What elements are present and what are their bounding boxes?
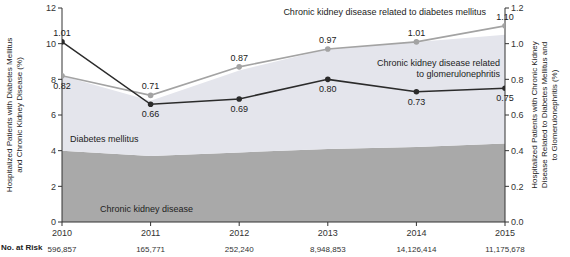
svg-text:1.10: 1.10	[496, 12, 514, 22]
svg-text:2013: 2013	[318, 228, 338, 238]
svg-text:0.69: 0.69	[230, 104, 248, 114]
svg-text:2014: 2014	[406, 228, 426, 238]
svg-text:12: 12	[46, 3, 56, 13]
svg-text:Chronic kidney disease related: Chronic kidney disease related	[377, 58, 500, 68]
svg-text:4: 4	[51, 146, 56, 156]
svg-text:to Glomerulonephritis (%): to Glomerulonephritis (%)	[550, 69, 559, 160]
svg-text:11,175,678: 11,175,678	[485, 245, 525, 254]
svg-text:1.01: 1.01	[53, 28, 71, 38]
svg-text:1.01: 1.01	[408, 28, 426, 38]
svg-text:2010: 2010	[52, 228, 72, 238]
svg-text:Diabetes mellitus: Diabetes mellitus	[70, 134, 139, 144]
svg-text:8,948,853: 8,948,853	[310, 245, 346, 254]
svg-text:0.6: 0.6	[511, 110, 524, 120]
svg-text:8: 8	[51, 74, 56, 85]
svg-text:2: 2	[51, 182, 56, 192]
svg-text:252,240: 252,240	[225, 245, 254, 254]
svg-text:Disease Related to Diabetes Me: Disease Related to Diabetes Mellitus and	[540, 42, 549, 188]
svg-text:0.80: 0.80	[319, 84, 337, 94]
svg-text:Chronic kidney disease related: Chronic kidney disease related to diabet…	[283, 7, 486, 17]
svg-text:14,126,414: 14,126,414	[396, 245, 437, 254]
svg-text:0.0: 0.0	[511, 217, 524, 227]
svg-text:0.8: 0.8	[511, 75, 524, 85]
svg-text:0.73: 0.73	[408, 97, 426, 107]
svg-text:Hospitalized Patients with Chr: Hospitalized Patients with Chronic Kidne…	[530, 41, 539, 189]
svg-text:2015: 2015	[495, 228, 515, 238]
svg-text:Chronic kidney disease: Chronic kidney disease	[100, 204, 193, 214]
svg-text:596,857: 596,857	[48, 245, 77, 254]
svg-text:1.0: 1.0	[511, 39, 524, 49]
svg-text:Hospitalized Patients with Dia: Hospitalized Patients with Diabetes Mell…	[8, 38, 14, 192]
svg-text:0.4: 0.4	[511, 146, 524, 156]
svg-text:0.97: 0.97	[319, 35, 337, 45]
svg-text:0: 0	[51, 217, 56, 227]
svg-text:2011: 2011	[141, 228, 160, 238]
svg-text:and Chronic Kidney Disease (%): and Chronic Kidney Disease (%)	[15, 57, 24, 173]
svg-text:2012: 2012	[229, 228, 249, 238]
svg-text:0.66: 0.66	[142, 109, 160, 119]
svg-text:to glomerulonephritis: to glomerulonephritis	[416, 69, 500, 79]
svg-text:1.2: 1.2	[511, 3, 524, 14]
svg-text:0.87: 0.87	[230, 53, 248, 63]
svg-text:0.75: 0.75	[496, 93, 514, 103]
svg-text:10: 10	[46, 39, 56, 49]
svg-text:0.2: 0.2	[511, 182, 524, 192]
svg-text:0.71: 0.71	[142, 81, 160, 91]
svg-text:6: 6	[51, 110, 56, 120]
svg-text:0.82: 0.82	[53, 81, 71, 91]
svg-text:No. at Risk: No. at Risk	[8, 243, 43, 252]
svg-text:165,771: 165,771	[136, 245, 165, 254]
